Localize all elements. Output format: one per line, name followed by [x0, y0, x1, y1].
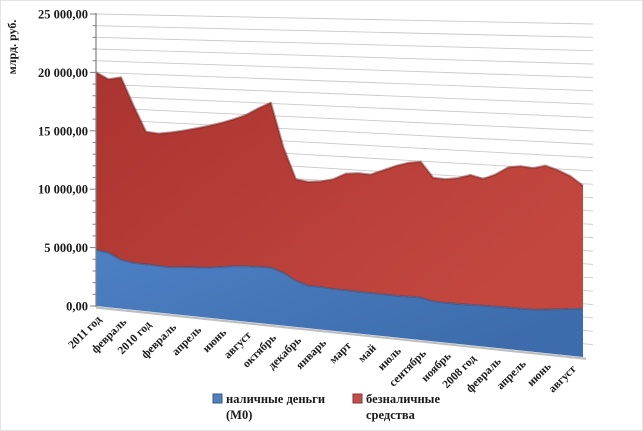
legend-label: безналичные — [366, 392, 440, 406]
gridline — [95, 95, 594, 118]
series-area-cashless — [96, 72, 583, 310]
y-tick-label: 20 000,00 — [38, 66, 88, 80]
y-axis — [90, 13, 97, 307]
legend-item: наличные деньги (М0) — [212, 392, 325, 422]
legend-swatch — [352, 393, 363, 404]
legend-label: средства — [366, 408, 416, 422]
x-tick-label: май — [356, 342, 379, 365]
gridline — [95, 36, 594, 52]
y-tick-labels: 0,00 5 000,00 10 000,00 15 000,00 20 000,00 2… — [38, 8, 88, 314]
legend-swatch — [212, 393, 223, 404]
gridline — [95, 13, 594, 25]
x-tick-label: март — [327, 339, 354, 366]
gridline — [95, 83, 594, 105]
legend: наличные деньги (М0) безналичные средства — [212, 392, 440, 422]
legend-item: безналичные средства — [352, 392, 440, 422]
legend-label: наличные деньги — [226, 392, 325, 406]
series-edge-m0 — [95, 248, 584, 311]
series-area-m0 — [96, 249, 583, 357]
y-tick-label: 5 000,00 — [44, 241, 88, 255]
gridline — [95, 48, 594, 65]
gridline — [95, 71, 594, 92]
y-tick-label: 15 000,00 — [38, 124, 88, 138]
plot-floor-edge — [95, 306, 587, 360]
y-tick-label: 0,00 — [66, 300, 88, 314]
gridline — [95, 60, 594, 78]
series-edge-cashless — [95, 71, 584, 187]
gridline — [95, 106, 594, 132]
y-tick-label: 10 000,00 — [38, 183, 88, 197]
y-tick-label: 25 000,00 — [38, 8, 88, 22]
legend-label: (М0) — [226, 408, 252, 422]
gridline — [95, 25, 594, 38]
gridline — [95, 118, 594, 145]
y-axis-title: млрд. руб. — [5, 20, 19, 75]
